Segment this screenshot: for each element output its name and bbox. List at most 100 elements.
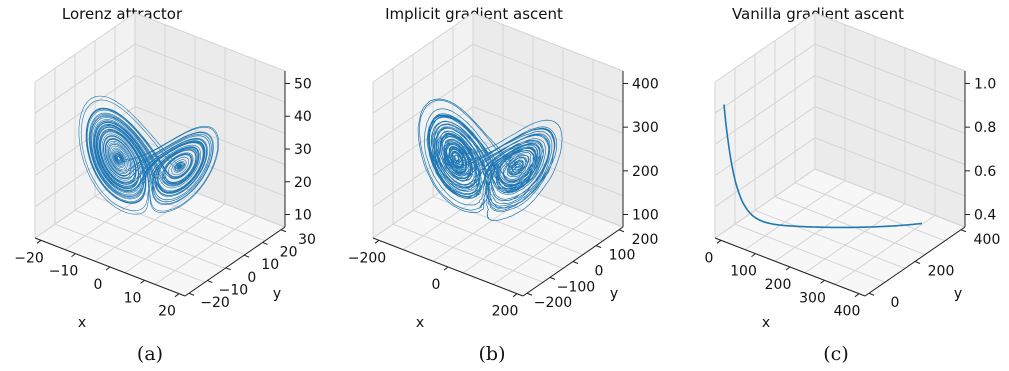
grid-line (714, 43, 816, 114)
z-tick-label: 1.0 (974, 76, 996, 92)
caption-a: (a) (137, 343, 163, 365)
pane-floor (373, 169, 623, 296)
z-tick-label: 400 (632, 76, 659, 92)
grid-line (452, 182, 604, 242)
grid-line (472, 43, 624, 103)
y-tick-label: 20 (280, 244, 298, 260)
grid-line (34, 137, 136, 208)
grid-line (744, 180, 846, 251)
caption-c: (c) (823, 343, 848, 365)
x-tick (105, 266, 111, 271)
grid-line (392, 223, 544, 283)
y-tick (244, 254, 250, 258)
x-tick-label: 300 (799, 290, 826, 306)
y-tick-label: 200 (632, 232, 659, 248)
x-tick-label: 0 (432, 277, 441, 293)
x-tick (140, 279, 145, 284)
grid-line (814, 137, 966, 197)
grid-line (34, 74, 136, 145)
xlabel-lorenz: x (78, 315, 86, 331)
y-tick (868, 292, 875, 296)
z-tick-label: 50 (294, 76, 312, 92)
y-tick-label: 0 (891, 295, 900, 311)
y-tick-label: 400 (974, 232, 1001, 248)
grid-line (714, 12, 816, 83)
grid-line (814, 12, 966, 72)
x-tick-label: 10 (124, 290, 142, 306)
z-tick-label: 0.4 (974, 208, 996, 224)
grid-line (714, 168, 816, 239)
z-tick-label: 10 (294, 208, 312, 224)
x-tick-label: 200 (492, 304, 519, 320)
x-tick-label: −10 (49, 264, 79, 280)
ylabel-lorenz: y (273, 286, 281, 302)
y-tick (618, 229, 625, 233)
x-tick (716, 239, 722, 244)
y-tick-label: −200 (534, 295, 572, 311)
xlabel-implicit: x (416, 315, 424, 331)
grid-line (814, 74, 966, 134)
x-tick (443, 266, 449, 271)
y-tick (960, 229, 967, 233)
trajectory-line (723, 104, 923, 229)
y-tick-label: 0 (595, 264, 604, 280)
pane-left (715, 13, 815, 238)
panel-lorenz: Lorenz attractor −20−1001020−20−10010203… (14, 5, 316, 365)
trajectory-line (78, 95, 220, 215)
x-tick-label: 200 (765, 277, 792, 293)
pane-back (815, 13, 965, 227)
y-tick (207, 280, 213, 284)
grid-line (94, 191, 196, 262)
x-tick (512, 293, 518, 298)
ylabel-vanilla: y (954, 286, 962, 302)
x-tick-label: 20 (158, 304, 176, 320)
y-tick-label: −100 (557, 279, 595, 295)
x-tick (854, 293, 860, 298)
grid-line (754, 209, 906, 269)
caption-b: (b) (479, 343, 506, 365)
y-tick (225, 267, 231, 271)
y-axis-line (184, 226, 286, 297)
x-tick (374, 239, 380, 244)
x-tick (820, 279, 825, 284)
grid-line (134, 168, 286, 228)
trajectory-line (417, 98, 563, 222)
x-tick (71, 253, 76, 258)
grid-line (472, 106, 624, 166)
z-tick-label: 40 (294, 109, 312, 125)
grid-line (34, 43, 136, 114)
grid-line (34, 12, 136, 83)
y-tick-label: −20 (200, 295, 230, 311)
grid-line (714, 137, 816, 208)
xlabel-vanilla: x (762, 315, 770, 331)
panel-vanilla: Vanilla gradient ascent 0100200300400020… (705, 5, 1001, 365)
grid-line (734, 223, 886, 283)
title-lorenz: Lorenz attractor (62, 5, 183, 23)
grid-line (804, 203, 906, 274)
grid-line (714, 74, 816, 145)
y-tick-label: −10 (219, 283, 249, 299)
grid-line (814, 106, 966, 166)
grid-line (74, 209, 226, 269)
grid-line (794, 182, 946, 242)
grid-line (372, 74, 474, 145)
z-tick-label: 0.8 (974, 120, 996, 136)
grid-line (472, 74, 624, 134)
grid-line (372, 43, 474, 114)
grid-line (94, 196, 246, 256)
y-tick (595, 245, 602, 249)
y-tick-label: 200 (928, 264, 955, 280)
y-tick (914, 261, 921, 264)
y-tick (526, 292, 533, 296)
x-tick-label: −200 (348, 250, 386, 266)
x-tick-label: −20 (14, 250, 44, 266)
z-tick-label: 300 (632, 120, 659, 136)
x-tick-label: 100 (730, 264, 757, 280)
y-tick (572, 261, 579, 264)
y-tick (280, 229, 287, 233)
grid-line (372, 168, 474, 239)
z-tick-label: 200 (632, 164, 659, 180)
x-tick-label: 0 (705, 250, 714, 266)
grid-line (472, 12, 624, 72)
